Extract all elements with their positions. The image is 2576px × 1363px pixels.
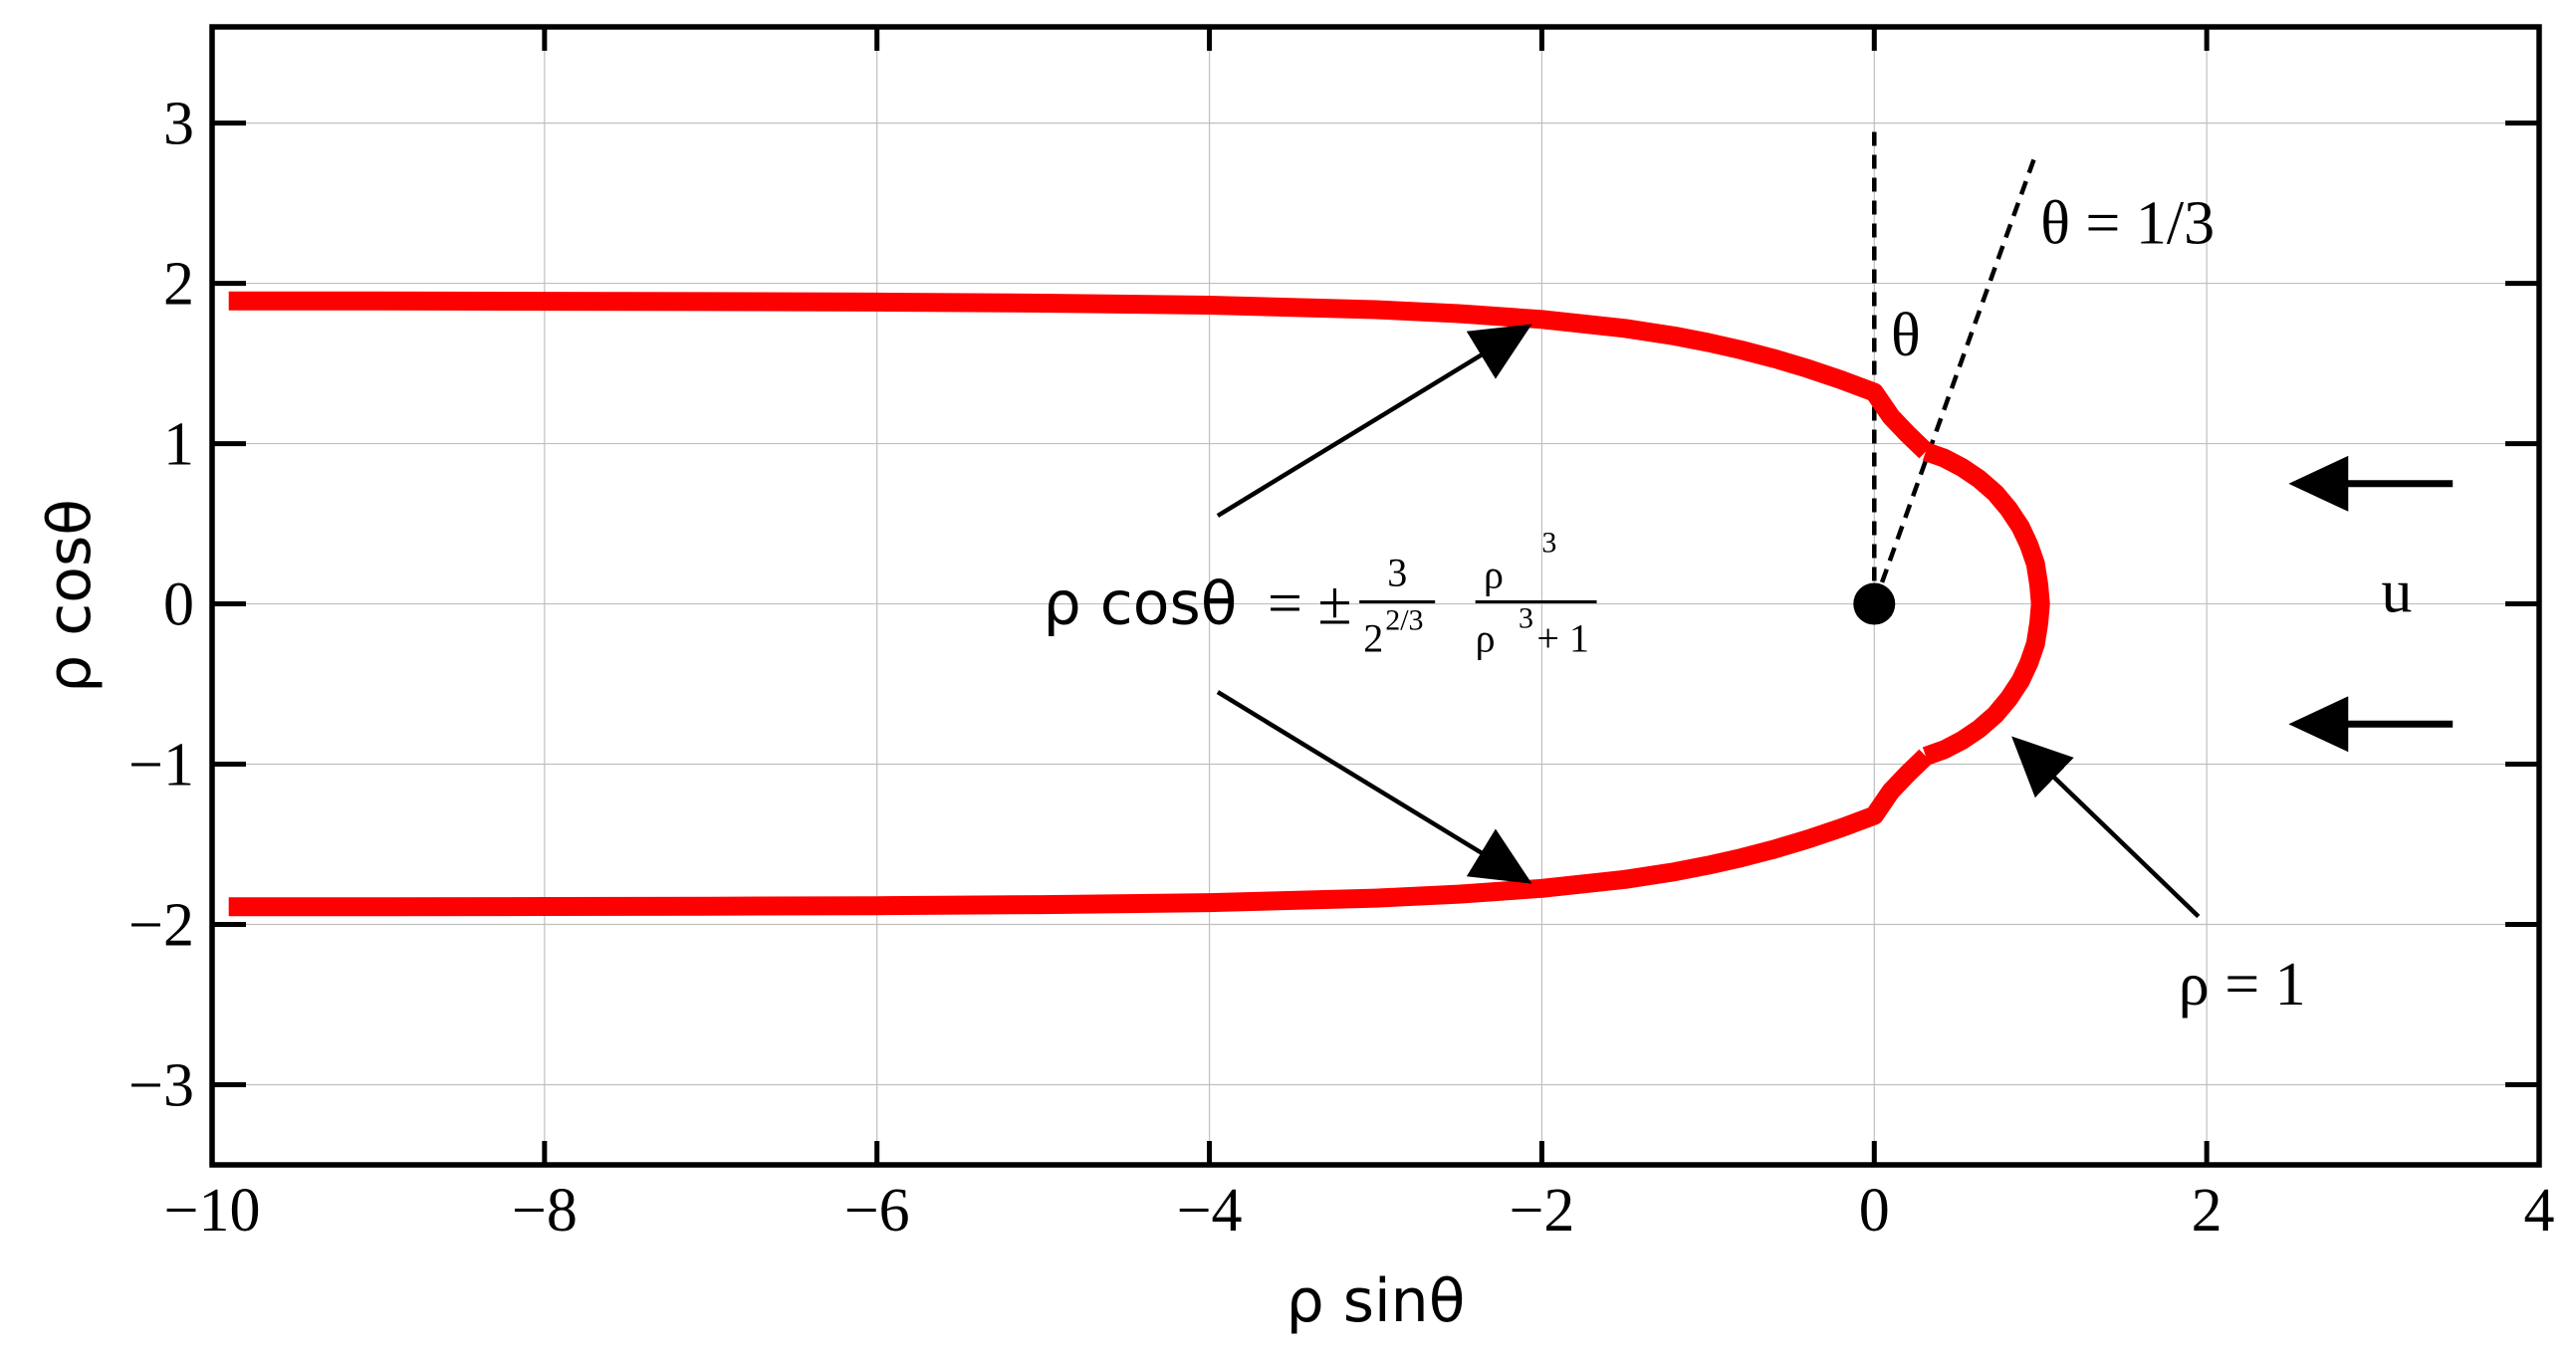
y-tick-label: 2: [163, 251, 194, 319]
series-line-1: [1922, 442, 2050, 766]
pointer-arrow: [2011, 736, 2201, 919]
equation-sign: = ±: [1268, 570, 1352, 638]
pointer-arrow: [1216, 324, 1532, 518]
theta-label: θ: [1891, 302, 1921, 369]
curve: [228, 291, 2050, 917]
flow-label: u: [2381, 559, 2412, 626]
equation-den1-exp: 2/3: [1385, 604, 1423, 637]
y-axis-title: ρ cosθ: [35, 499, 105, 693]
plot-frame: [209, 24, 2542, 1168]
x-tick-label: −2: [1509, 1177, 1574, 1245]
reference-lines: [1853, 122, 2037, 625]
equation-num2: ρ: [1484, 553, 1504, 597]
pointer-arrow: [1216, 690, 1532, 884]
series-line-2: [228, 749, 1933, 917]
x-tick-label: −4: [1177, 1177, 1243, 1245]
equation-lhs: ρ cosθ: [1044, 569, 1238, 639]
equation-num1: 3: [1387, 551, 1407, 595]
y-tick-label: −3: [128, 1052, 194, 1120]
y-tick-label: 0: [163, 571, 194, 639]
x-tick-label: −6: [844, 1177, 910, 1245]
theta-line-label: θ = 1/3: [2040, 189, 2215, 257]
series-line-0: [228, 291, 1933, 459]
x-tick-label: −10: [164, 1177, 261, 1245]
origin-dot: [1853, 582, 1896, 625]
y-tick-label: 3: [163, 91, 194, 158]
x-tick-label: 0: [1859, 1177, 1890, 1245]
theta-reference-line: [1872, 156, 2037, 605]
equation-den2: ρ: [1476, 616, 1496, 661]
y-tick-label: −1: [128, 732, 194, 799]
y-tick-label: −2: [128, 892, 194, 960]
x-tick-label: −8: [512, 1177, 578, 1245]
x-tick-label: 4: [2524, 1177, 2555, 1245]
equation-den1: 2: [1363, 616, 1383, 661]
rho-label: ρ = 1: [2179, 951, 2306, 1019]
x-axis-title: ρ sinθ: [1287, 1266, 1466, 1336]
equation-den2-exp: 3: [1519, 602, 1533, 635]
x-tick-label: 2: [2192, 1177, 2223, 1245]
y-tick-label: 1: [163, 411, 194, 479]
equation-num2-exp: 3: [1541, 527, 1556, 560]
equation-den2-tail: + 1: [1536, 616, 1589, 661]
